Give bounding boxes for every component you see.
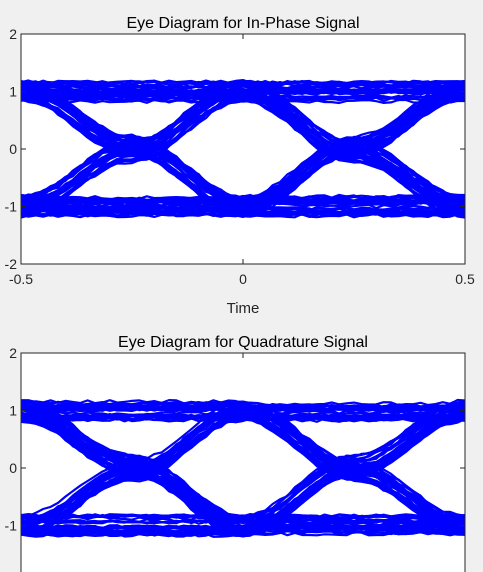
quadrature-axes-background <box>21 353 465 572</box>
quadrature-ticks: -1 0 1 2 <box>5 345 466 534</box>
inphase-axes-background <box>21 34 465 264</box>
inphase-y-tick-label: 0 <box>9 141 17 157</box>
inphase-trace-line <box>21 194 465 201</box>
quadrature-trace-line <box>21 525 465 531</box>
quadrature-trace-line <box>21 530 465 537</box>
inphase-x-axis-label: Time <box>227 300 260 317</box>
inphase-y-tick-label: -1 <box>5 199 18 215</box>
quadrature-trace-group <box>21 398 465 538</box>
inphase-x-tick-label: 0 <box>239 271 247 287</box>
quadrature-chart-title: Eye Diagram for Quadrature Signal <box>118 334 368 351</box>
quadrature-trace-line <box>21 415 465 534</box>
inphase-ticks: -2 -1 0 1 2 -0.5 0 0.5 <box>5 26 475 287</box>
quadrature-trace-line <box>21 513 465 520</box>
inphase-trace-line <box>21 96 465 215</box>
inphase-y-tick-label: 2 <box>9 26 17 42</box>
inphase-trace-line <box>21 82 465 200</box>
quadrature-y-tick-label: 1 <box>9 403 17 419</box>
quadrature-trace-line <box>21 518 465 525</box>
inphase-x-tick-label: -0.5 <box>9 271 33 287</box>
inphase-trace-line <box>21 99 465 219</box>
quadrature-eye-diagram-panel: -1 0 1 2 Eye Diagram for Quadrature Signal <box>5 334 466 572</box>
inphase-y-tick-label: 1 <box>9 84 17 100</box>
quadrature-y-tick-label: -1 <box>5 518 18 534</box>
inphase-chart-title: Eye Diagram for In-Phase Signal <box>127 15 360 32</box>
inphase-trace-group <box>21 78 465 219</box>
quadrature-trace-line <box>21 407 465 525</box>
quadrature-trace-line <box>21 400 465 519</box>
inphase-trace-line <box>21 92 465 212</box>
quadrature-y-tick-label: 0 <box>9 460 17 476</box>
inphase-x-tick-label: 0.5 <box>455 271 475 287</box>
inphase-eye-diagram-panel: -2 -1 0 1 2 -0.5 0 0.5 Eye Diagram for In-Phase… <box>5 15 475 317</box>
quadrature-trace-line <box>21 399 465 517</box>
inphase-y-tick-label: -2 <box>5 256 18 272</box>
inphase-trace-line <box>21 212 465 219</box>
inphase-trace-line <box>21 206 465 212</box>
quadrature-y-tick-label: 2 <box>9 345 17 361</box>
inphase-trace-line <box>21 87 465 206</box>
inphase-trace-line <box>21 199 465 206</box>
